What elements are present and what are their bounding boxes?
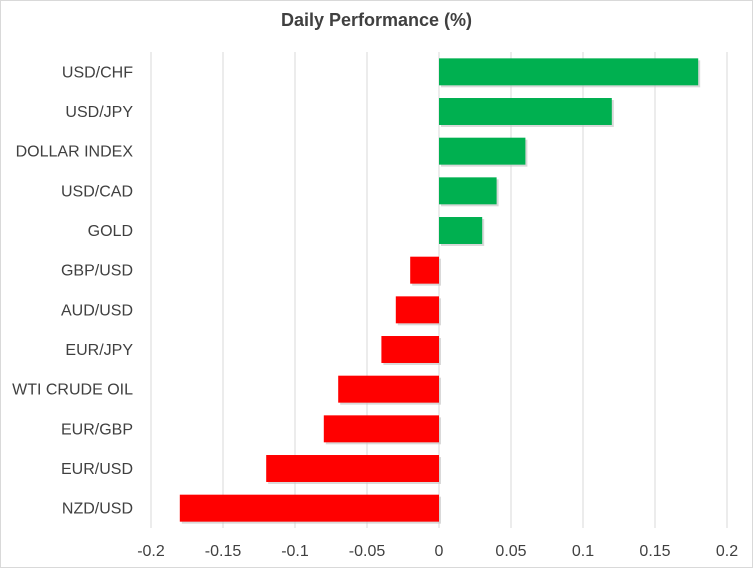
category-label: WTI CRUDE OIL <box>12 382 133 399</box>
bar-gold <box>439 217 483 244</box>
category-label: GOLD <box>88 223 133 240</box>
chart-title: Daily Performance (%) <box>280 10 473 30</box>
bar-eur-gbp <box>323 415 439 443</box>
x-tick-label: 0.1 <box>572 543 594 560</box>
bar-wti-crude-oil <box>338 375 439 403</box>
x-tick-label: -0.15 <box>205 543 242 560</box>
bar-aud-usd <box>395 296 439 324</box>
bar-usd-jpy <box>439 98 612 125</box>
bar-usd-chf <box>439 58 699 86</box>
x-tick-label: 0 <box>435 543 444 560</box>
bars <box>179 58 701 524</box>
bar-nzd-usd <box>179 494 440 522</box>
bar-dollar-index <box>439 137 526 165</box>
category-label: USD/JPY <box>65 104 133 121</box>
category-label: EUR/JPY <box>65 342 133 359</box>
bar-gbp-usd <box>410 256 439 284</box>
x-tick-label: 0.2 <box>716 543 738 560</box>
category-label: GBP/USD <box>61 263 133 280</box>
category-label: USD/CAD <box>61 183 133 200</box>
category-label: DOLLAR INDEX <box>16 144 134 161</box>
category-label: EUR/USD <box>61 461 133 478</box>
grid-lines <box>150 52 728 528</box>
category-label: EUR/GBP <box>61 421 133 438</box>
bar-eur-usd <box>266 455 439 482</box>
category-label: NZD/USD <box>62 501 133 518</box>
x-tick-label: -0.2 <box>137 543 165 560</box>
category-labels: USD/CHF USD/JPY DOLLAR INDEX USD/CAD GOLD GBP… <box>12 64 133 517</box>
category-label: USD/CHF <box>62 64 133 81</box>
category-label: AUD/USD <box>61 302 133 319</box>
bar-eur-jpy <box>381 336 439 363</box>
bar-usd-cad <box>439 177 497 205</box>
x-tick-label: -0.05 <box>349 543 386 560</box>
x-tick-labels: -0.2 -0.15 -0.1 -0.05 0 0.05 0.1 0.15 0.2 <box>137 543 738 560</box>
x-tick-label: -0.1 <box>281 543 309 560</box>
x-tick-label: 0.05 <box>495 543 526 560</box>
x-tick-label: 0.15 <box>639 543 670 560</box>
